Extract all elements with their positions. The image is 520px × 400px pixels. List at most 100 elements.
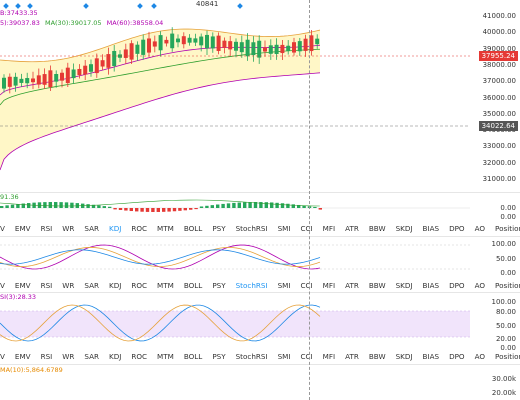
candle-body <box>286 45 291 51</box>
macd-bar <box>275 202 279 208</box>
tab-boll[interactable]: BOLL <box>183 224 203 233</box>
tab-sar[interactable]: SAR <box>84 224 99 233</box>
tab-skdj[interactable]: SKDJ <box>395 224 413 233</box>
macd-bar <box>253 202 258 208</box>
price-axis-label: 37000.00 <box>482 77 516 86</box>
tab-sar[interactable]: SAR <box>84 352 99 361</box>
tab-mfi[interactable]: MFI <box>322 352 336 361</box>
tab-v[interactable]: V <box>0 281 5 290</box>
tab-wr[interactable]: WR <box>62 224 75 233</box>
tab-bias[interactable]: BIAS <box>422 281 440 290</box>
ma30-legend: MA(30):39017.05 <box>44 19 102 27</box>
macd-bar <box>313 206 317 208</box>
panel-divider <box>0 192 520 193</box>
tab-kdj[interactable]: KDJ <box>109 224 122 233</box>
tab-bias[interactable]: BIAS <box>422 224 440 233</box>
tab-psy[interactable]: PSY <box>212 281 226 290</box>
tab-sar[interactable]: SAR <box>84 281 99 290</box>
tab-v[interactable]: V <box>0 352 5 361</box>
tab-dpo[interactable]: DPO <box>449 352 465 361</box>
tab-roc[interactable]: ROC <box>131 224 148 233</box>
tab-skdj[interactable]: SKDJ <box>395 352 413 361</box>
signal-diamond-icon <box>15 3 21 9</box>
tab-rsi[interactable]: RSI <box>40 281 53 290</box>
tab-bbw[interactable]: BBW <box>368 281 386 290</box>
tab-ao[interactable]: AO <box>474 281 486 290</box>
tab-bbw[interactable]: BBW <box>368 224 386 233</box>
candle-body <box>13 76 18 86</box>
tab-emv[interactable]: EMV <box>14 224 31 233</box>
tab-boll[interactable]: BOLL <box>183 352 203 361</box>
tab-position[interactable]: Position <box>495 281 520 290</box>
tab-rsi[interactable]: RSI <box>40 224 53 233</box>
candle-body <box>263 47 267 52</box>
macd-bar <box>302 205 306 208</box>
tab-mfi[interactable]: MFI <box>322 281 336 290</box>
tab-ao[interactable]: AO <box>474 224 486 233</box>
volume-axis-label: 20.00k <box>491 389 516 397</box>
tab-cci[interactable]: CCI <box>300 224 313 233</box>
candle-body <box>77 68 82 76</box>
macd-bar <box>43 202 47 208</box>
tab-cci[interactable]: CCI <box>300 352 313 361</box>
tab-smi[interactable]: SMI <box>277 281 291 290</box>
ma-legend: 5):39037.83 MA(30):39017.05 MA(60):38558… <box>0 19 163 27</box>
kdj-axis-label: 100.00 <box>491 240 517 248</box>
tab-bias[interactable]: BIAS <box>422 352 440 361</box>
tab-smi[interactable]: SMI <box>277 224 291 233</box>
candle-body <box>19 78 24 83</box>
tab-atr[interactable]: ATR <box>345 352 359 361</box>
tab-emv[interactable]: EMV <box>14 352 31 361</box>
candlestick-chart[interactable] <box>0 0 520 192</box>
macd-signal-line <box>0 199 320 207</box>
tab-atr[interactable]: ATR <box>345 224 359 233</box>
tab-position[interactable]: Position <box>495 352 520 361</box>
tab-stochrsi[interactable]: StochRSI <box>235 281 268 290</box>
tab-dpo[interactable]: DPO <box>449 224 465 233</box>
tab-stochrsi[interactable]: StochRSI <box>235 224 268 233</box>
tab-cci[interactable]: CCI <box>300 281 313 290</box>
tab-mfi[interactable]: MFI <box>322 224 336 233</box>
tab-wr[interactable]: WR <box>62 281 75 290</box>
macd-axis-label: 0.00 <box>500 213 516 221</box>
macd-bar <box>145 208 150 212</box>
candle-body <box>245 39 250 57</box>
tab-wr[interactable]: WR <box>62 352 75 361</box>
tab-roc[interactable]: ROC <box>131 352 148 361</box>
tab-stochrsi[interactable]: StochRSI <box>235 352 268 361</box>
candle-body <box>106 54 111 68</box>
tab-bbw[interactable]: BBW <box>368 352 386 361</box>
tab-mtm[interactable]: MTM <box>157 281 174 290</box>
tab-mtm[interactable]: MTM <box>157 352 174 361</box>
tab-mtm[interactable]: MTM <box>157 224 174 233</box>
tab-boll[interactable]: BOLL <box>183 281 203 290</box>
price-axis-label: 39000.00 <box>482 44 516 53</box>
tab-roc[interactable]: ROC <box>131 281 148 290</box>
tab-emv[interactable]: EMV <box>14 281 31 290</box>
candle-body <box>210 36 215 49</box>
tab-rsi[interactable]: RSI <box>40 352 53 361</box>
tab-v[interactable]: V <box>0 224 5 233</box>
macd-bar <box>270 202 274 208</box>
macd-bar <box>280 203 285 208</box>
tab-smi[interactable]: SMI <box>277 352 291 361</box>
peak-price-label: 40841 <box>196 0 219 8</box>
tab-kdj[interactable]: KDJ <box>109 281 122 290</box>
tab-kdj[interactable]: KDJ <box>109 352 122 361</box>
tab-atr[interactable]: ATR <box>345 281 359 290</box>
tab-dpo[interactable]: DPO <box>449 281 465 290</box>
macd-bar <box>48 202 52 208</box>
candle-body <box>280 44 285 54</box>
macd-bar <box>167 208 171 212</box>
price-axis-label: 41000.00 <box>482 12 516 20</box>
macd-bar <box>0 206 4 208</box>
macd-bar <box>286 203 290 208</box>
tab-psy[interactable]: PSY <box>212 352 226 361</box>
indicator-tabs-kdj: V EMV RSI WR SAR KDJ ROC MTM BOLL PSY StochRSI SMI C… <box>0 224 520 236</box>
macd-bar <box>151 208 155 212</box>
tab-psy[interactable]: PSY <box>212 224 226 233</box>
tab-ao[interactable]: AO <box>474 352 486 361</box>
tab-position[interactable]: Position <box>495 224 520 233</box>
kdj-line <box>0 244 321 270</box>
tab-skdj[interactable]: SKDJ <box>395 281 413 290</box>
